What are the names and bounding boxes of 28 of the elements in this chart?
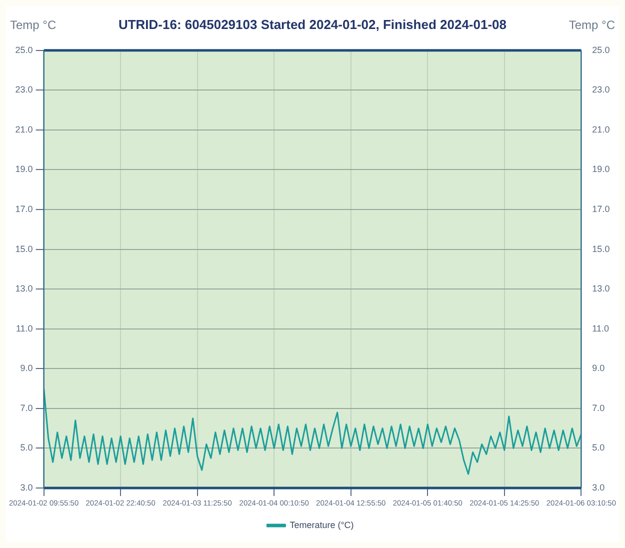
y2-tick-label: 3.0: [592, 482, 605, 492]
y2-tick-label: 17.0: [592, 204, 610, 214]
y2-tick-label: 23.0: [592, 84, 610, 95]
y2-axis-title: Temp °C: [568, 18, 615, 32]
y-axis-title: Temp °C: [10, 18, 56, 32]
y-tick-label: 25.0: [15, 44, 33, 55]
y-tick-label: 19.0: [15, 164, 33, 174]
y2-tick-label: 13.0: [592, 284, 610, 294]
y-tick-label: 5.0: [20, 442, 33, 453]
y-tick-label: 15.0: [15, 244, 33, 254]
y-tick-label: 21.0: [15, 124, 33, 134]
y2-tick-label: 15.0: [592, 244, 610, 254]
y2-tick-label: 19.0: [592, 164, 610, 174]
y-tick-label: 23.0: [15, 84, 33, 95]
legend-label: Temerature (°C): [290, 520, 354, 530]
y2-tick-label: 7.0: [592, 402, 605, 413]
y-tick-label: 9.0: [20, 363, 33, 374]
y2-tick-label: 21.0: [592, 124, 610, 134]
y-tick-label: 13.0: [15, 284, 33, 294]
y-tick-label: 7.0: [20, 402, 33, 413]
y-tick-label: 11.0: [16, 323, 33, 334]
y-tick-label: 3.0: [20, 482, 33, 492]
y2-tick-label: 11.0: [592, 323, 610, 334]
y2-tick-label: 9.0: [592, 363, 605, 374]
y-tick-label: 17.0: [15, 204, 33, 214]
y2-tick-label: 5.0: [592, 442, 605, 453]
y2-tick-label: 25.0: [592, 44, 610, 55]
chart-title: UTRID-16: 6045029103 Started 2024-01-02, Finished 2024-01-08: [118, 17, 507, 32]
